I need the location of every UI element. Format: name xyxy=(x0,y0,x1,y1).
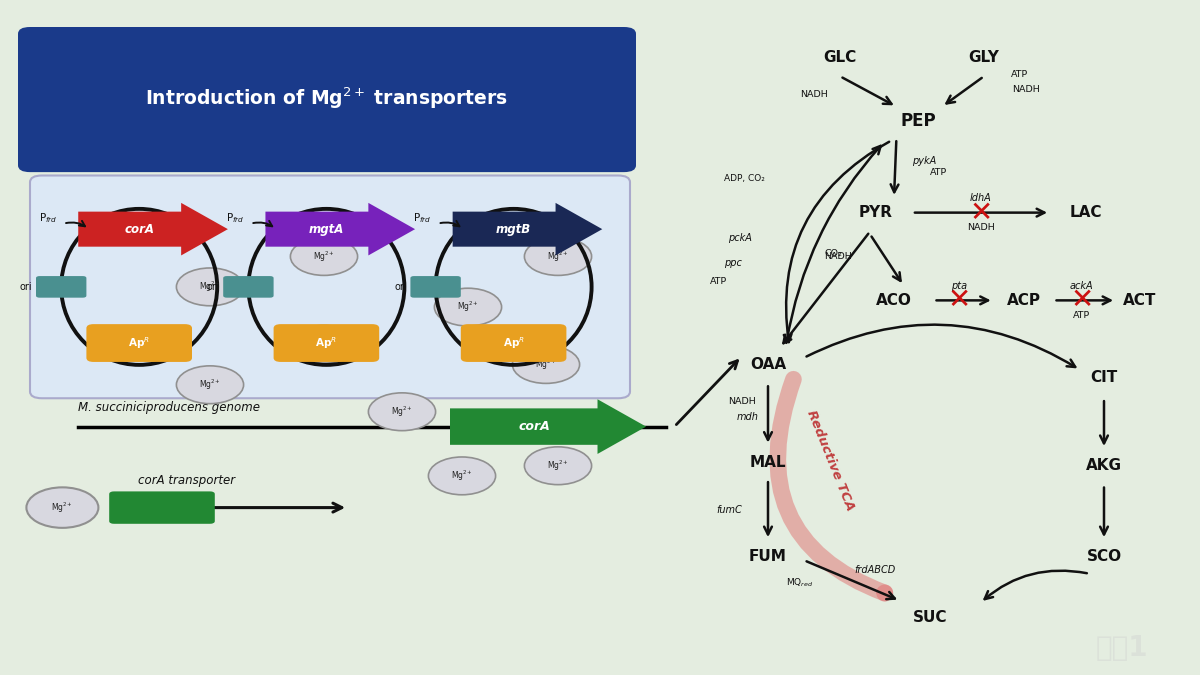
Circle shape xyxy=(524,238,592,275)
FancyBboxPatch shape xyxy=(30,176,630,398)
Text: fumC: fumC xyxy=(716,505,742,514)
Text: ori: ori xyxy=(394,282,407,292)
FancyBboxPatch shape xyxy=(265,203,415,255)
Circle shape xyxy=(26,487,98,528)
Circle shape xyxy=(524,447,592,485)
Text: Mg$^{2+}$: Mg$^{2+}$ xyxy=(313,249,335,264)
Text: pta: pta xyxy=(950,281,967,290)
Text: Mg$^{2+}$: Mg$^{2+}$ xyxy=(199,279,221,294)
Text: PEP: PEP xyxy=(900,113,936,130)
Text: SCO: SCO xyxy=(1086,549,1122,564)
Text: ADP, CO₂: ADP, CO₂ xyxy=(724,174,764,184)
Text: ATP: ATP xyxy=(1012,70,1028,79)
FancyBboxPatch shape xyxy=(410,276,461,298)
Text: ✕: ✕ xyxy=(970,198,992,227)
FancyBboxPatch shape xyxy=(223,276,274,298)
Text: Ap$^R$: Ap$^R$ xyxy=(316,335,337,351)
Circle shape xyxy=(434,288,502,326)
Text: 뉴스1: 뉴스1 xyxy=(1096,634,1148,662)
Text: ldhA: ldhA xyxy=(970,193,992,202)
Text: AKG: AKG xyxy=(1086,458,1122,473)
Text: CIT: CIT xyxy=(1091,371,1117,385)
Text: Introduction of Mg$^{2+}$ transporters: Introduction of Mg$^{2+}$ transporters xyxy=(145,85,508,111)
Text: Reductive TCA: Reductive TCA xyxy=(804,408,857,512)
Text: GLY: GLY xyxy=(968,50,1000,65)
Text: Mg$^{2+}$: Mg$^{2+}$ xyxy=(451,468,473,483)
FancyBboxPatch shape xyxy=(109,491,215,524)
Text: Mg$^{2+}$: Mg$^{2+}$ xyxy=(547,249,569,264)
Text: GLC: GLC xyxy=(823,50,857,65)
Text: MQ$_{red}$: MQ$_{red}$ xyxy=(786,576,814,589)
Text: pykA: pykA xyxy=(912,156,936,165)
Circle shape xyxy=(176,366,244,404)
Text: LAC: LAC xyxy=(1069,205,1103,220)
Text: ✕: ✕ xyxy=(1070,286,1093,315)
FancyBboxPatch shape xyxy=(18,27,636,172)
Circle shape xyxy=(290,238,358,275)
Text: corA: corA xyxy=(518,420,550,433)
Text: P$_{frd}$: P$_{frd}$ xyxy=(413,211,432,225)
Text: SUC: SUC xyxy=(913,610,947,625)
Text: NADH: NADH xyxy=(799,90,828,99)
Text: corA: corA xyxy=(125,223,155,236)
Circle shape xyxy=(368,393,436,431)
Text: ACO: ACO xyxy=(876,293,912,308)
Text: Mg$^{2+}$: Mg$^{2+}$ xyxy=(199,377,221,392)
Text: ✕: ✕ xyxy=(947,286,971,315)
Text: pckA: pckA xyxy=(728,233,752,242)
FancyBboxPatch shape xyxy=(86,324,192,362)
Text: ACT: ACT xyxy=(1123,293,1157,308)
Text: frdABCD: frdABCD xyxy=(854,566,895,575)
Text: P$_{frd}$: P$_{frd}$ xyxy=(38,211,58,225)
Text: Mg$^{2+}$: Mg$^{2+}$ xyxy=(535,357,557,372)
Text: FUM: FUM xyxy=(749,549,787,564)
Text: ori: ori xyxy=(19,282,32,292)
FancyBboxPatch shape xyxy=(452,203,602,255)
Text: mdh: mdh xyxy=(737,412,758,422)
Text: ATP: ATP xyxy=(1073,310,1091,320)
Text: OAA: OAA xyxy=(750,357,786,372)
FancyBboxPatch shape xyxy=(36,276,86,298)
Text: Mg$^{2+}$: Mg$^{2+}$ xyxy=(313,337,335,352)
FancyBboxPatch shape xyxy=(78,203,228,255)
Text: M. succiniciproducens genome: M. succiniciproducens genome xyxy=(78,402,260,414)
Text: mgtB: mgtB xyxy=(496,223,532,236)
Text: corA transporter: corA transporter xyxy=(138,474,235,487)
Text: NADH: NADH xyxy=(1012,85,1040,94)
Text: ATP: ATP xyxy=(710,277,727,286)
FancyBboxPatch shape xyxy=(274,324,379,362)
Text: P$_{frd}$: P$_{frd}$ xyxy=(226,211,245,225)
Text: NADH: NADH xyxy=(967,223,995,232)
FancyArrowPatch shape xyxy=(778,379,884,593)
Text: Mg$^{2+}$: Mg$^{2+}$ xyxy=(457,300,479,315)
Text: NADH: NADH xyxy=(824,252,852,261)
FancyBboxPatch shape xyxy=(461,324,566,362)
Circle shape xyxy=(176,268,244,306)
Text: ackA: ackA xyxy=(1070,281,1093,290)
FancyBboxPatch shape xyxy=(450,400,646,454)
Text: Mg$^{2+}$: Mg$^{2+}$ xyxy=(52,500,73,515)
Text: CO₂: CO₂ xyxy=(824,248,842,258)
Circle shape xyxy=(428,457,496,495)
Text: Ap$^R$: Ap$^R$ xyxy=(128,335,150,351)
Circle shape xyxy=(290,325,358,363)
Circle shape xyxy=(512,346,580,383)
Text: ATP: ATP xyxy=(930,167,947,177)
Text: Mg$^{2+}$: Mg$^{2+}$ xyxy=(547,458,569,473)
Text: ACP: ACP xyxy=(1007,293,1040,308)
Text: ori: ori xyxy=(206,282,220,292)
Text: ppc: ppc xyxy=(724,259,742,268)
Text: MAL: MAL xyxy=(750,455,786,470)
Text: PYR: PYR xyxy=(859,205,893,220)
Text: Ap$^R$: Ap$^R$ xyxy=(503,335,524,351)
Text: NADH: NADH xyxy=(728,397,756,406)
Text: mgtA: mgtA xyxy=(308,223,344,236)
Text: Mg$^{2+}$: Mg$^{2+}$ xyxy=(391,404,413,419)
